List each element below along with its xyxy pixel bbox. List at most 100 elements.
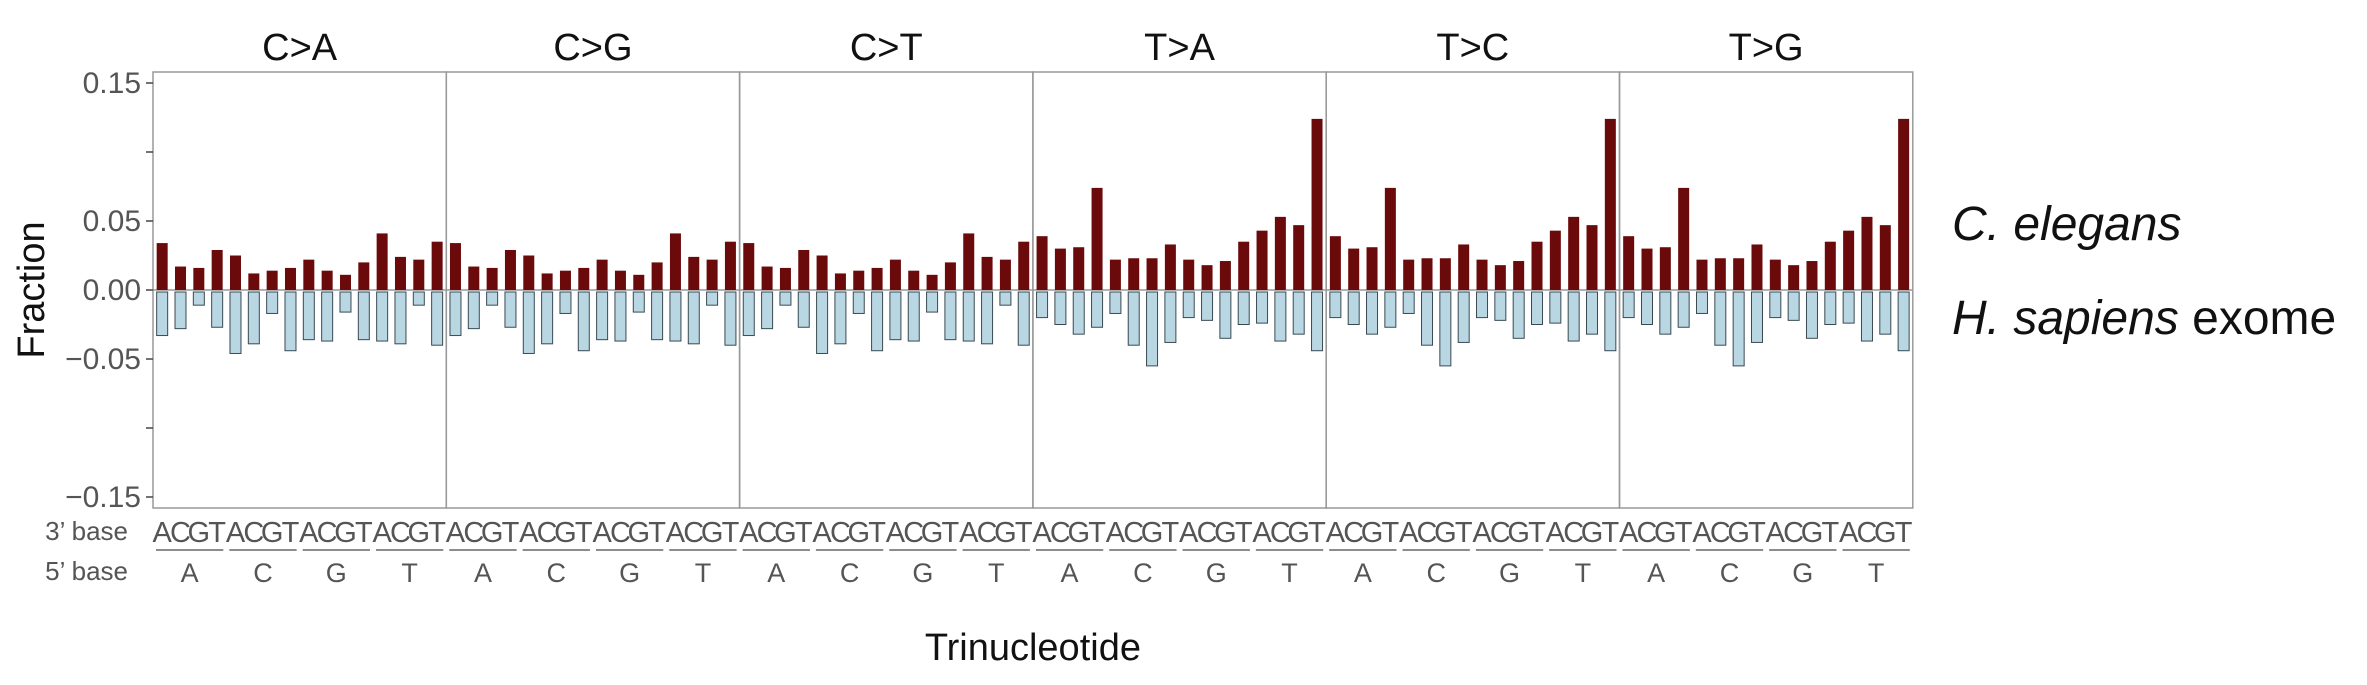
bar-h-sapiens: [357, 291, 370, 341]
bar-c-elegans: [761, 266, 773, 290]
base-5prime: C: [1426, 558, 1446, 588]
base-3prime: G: [1581, 517, 1604, 549]
base-3prime: A: [666, 517, 686, 549]
bar-h-sapiens: [797, 291, 810, 328]
base-5prime: G: [619, 558, 640, 588]
base-3prime: C: [1343, 517, 1364, 549]
y-axis-title: Fraction: [11, 221, 53, 358]
base-3prime: A: [1472, 517, 1492, 549]
bar-c-elegans: [449, 243, 461, 290]
bar-h-sapiens: [394, 291, 407, 345]
bar-c-elegans: [541, 273, 553, 290]
bar-c-elegans: [1513, 261, 1525, 290]
bar-c-elegans: [908, 270, 920, 290]
bar-c-elegans: [743, 243, 755, 290]
row-label-3prime: 3’ base: [45, 516, 128, 546]
base-3prime: C: [977, 517, 998, 549]
bar-c-elegans: [559, 270, 571, 290]
base-3prime: C: [317, 517, 338, 549]
base-3prime: A: [446, 517, 466, 549]
bar-c-elegans: [1201, 265, 1213, 290]
base-3prime: T: [428, 517, 446, 549]
bar-c-elegans: [284, 267, 296, 290]
bar-h-sapiens: [1695, 291, 1708, 314]
base-5prime: C: [840, 558, 860, 588]
base-3prime: T: [1382, 517, 1400, 549]
base-3prime: G: [1361, 517, 1384, 549]
y-tick-label: −0.05: [65, 343, 141, 376]
bar-c-elegans: [266, 270, 278, 290]
base-3prime: T: [1235, 517, 1253, 549]
bar-h-sapiens: [266, 291, 279, 314]
bar-c-elegans: [1366, 247, 1378, 290]
bar-c-elegans: [779, 267, 791, 290]
base-3prime: T: [282, 517, 300, 549]
base-3prime: T: [1675, 517, 1693, 549]
bar-h-sapiens: [431, 291, 444, 346]
base-3prime: G: [1654, 517, 1677, 549]
bar-c-elegans: [1806, 261, 1818, 290]
base-5prime: T: [695, 558, 712, 588]
base-5prime: G: [1792, 558, 1813, 588]
bar-h-sapiens: [1622, 291, 1635, 319]
facet-title: T>A: [1144, 27, 1215, 69]
base-3prime: A: [812, 517, 832, 549]
bar-c-elegans: [431, 241, 443, 290]
bar-h-sapiens: [302, 291, 315, 341]
bar-h-sapiens: [1640, 291, 1653, 325]
bar-c-elegans: [1531, 241, 1543, 290]
base-3prime: A: [1692, 517, 1712, 549]
base-3prime: T: [575, 517, 593, 549]
bar-h-sapiens: [1384, 291, 1397, 328]
base-3prime: C: [170, 517, 191, 549]
bar-c-elegans: [358, 262, 370, 290]
bar-h-sapiens: [156, 291, 169, 337]
bar-h-sapiens: [1439, 291, 1452, 367]
bar-h-sapiens: [211, 291, 224, 328]
base-3prime: T: [1015, 517, 1033, 549]
base-3prime: G: [1141, 517, 1164, 549]
bar-h-sapiens: [1311, 291, 1324, 352]
base-3prime: G: [261, 517, 284, 549]
base-3prime: C: [1050, 517, 1071, 549]
base-3prime: G: [1727, 517, 1750, 549]
base-3prime: A: [1326, 517, 1346, 549]
bar-h-sapiens: [724, 291, 737, 346]
bar-c-elegans: [248, 273, 260, 290]
base-3prime: A: [959, 517, 979, 549]
base-3prime: A: [1179, 517, 1199, 549]
base-3prime: T: [868, 517, 886, 549]
bar-h-sapiens: [1036, 291, 1049, 319]
base-3prime: A: [1546, 517, 1566, 549]
bar-h-sapiens: [1531, 291, 1544, 325]
bar-h-sapiens: [596, 291, 609, 341]
y-tick-label: 0.05: [83, 205, 141, 238]
bar-h-sapiens: [1842, 291, 1855, 324]
base-3prime: C: [903, 517, 924, 549]
base-3prime: C: [1490, 517, 1511, 549]
base-3prime: C: [1637, 517, 1658, 549]
row-label-5prime: 5’ base: [45, 556, 128, 586]
bar-c-elegans: [1109, 259, 1121, 290]
base-5prime: A: [767, 558, 785, 588]
bar-c-elegans: [614, 270, 626, 290]
bar-c-elegans: [1311, 118, 1323, 290]
bar-c-elegans: [1164, 244, 1176, 290]
base-5prime: C: [253, 558, 273, 588]
bar-c-elegans: [1439, 258, 1451, 290]
base-3prime: T: [1455, 517, 1473, 549]
base-3prime: A: [299, 517, 319, 549]
base-3prime: A: [519, 517, 539, 549]
base-5prime: T: [988, 558, 1005, 588]
bar-h-sapiens: [1476, 291, 1489, 319]
base-3prime: T: [1088, 517, 1106, 549]
bar-c-elegans: [1678, 187, 1690, 290]
bar-c-elegans: [1714, 258, 1726, 290]
bar-c-elegans: [486, 267, 498, 290]
bar-h-sapiens: [871, 291, 884, 352]
bar-c-elegans: [596, 259, 608, 290]
base-3prime: G: [1801, 517, 1824, 549]
bar-h-sapiens: [907, 291, 920, 342]
bar-h-sapiens: [981, 291, 994, 345]
bar-h-sapiens: [1549, 291, 1562, 324]
